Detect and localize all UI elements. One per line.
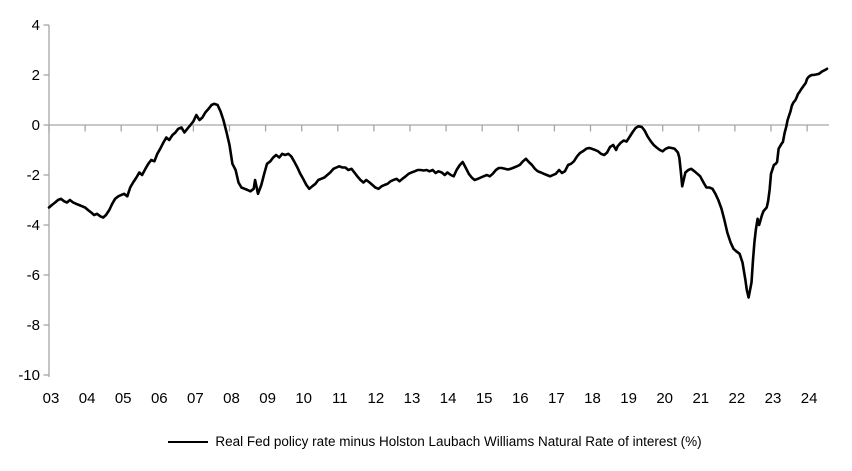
x-tick-labels: 03 04 05 06 07 08 09 10 11 12 13 14 15 16 17 18 19 20 21 22… (43, 390, 818, 407)
x-tick-label: 13 (404, 390, 421, 407)
y-tick-label: 4 (32, 17, 40, 34)
x-tick-label: 18 (584, 390, 601, 407)
x-tick-label: 04 (79, 390, 96, 407)
y-tick-label: 0 (32, 117, 40, 134)
legend-label: Real Fed policy rate minus Holston Lauba… (215, 434, 702, 449)
x-tick-label: 06 (151, 390, 168, 407)
y-tick-label: -8 (27, 317, 40, 334)
y-tick-labels: 4 2 0 -2 -4 -6 -8 -10 (18, 17, 40, 384)
y-tick-label: -2 (27, 167, 40, 184)
x-tick-label: 15 (476, 390, 493, 407)
x-tick-label: 16 (512, 390, 529, 407)
x-tick-label: 08 (223, 390, 240, 407)
axes (43, 24, 829, 377)
x-tick-label: 20 (656, 390, 673, 407)
x-tick-label: 10 (295, 390, 312, 407)
y-tick-label: -6 (27, 267, 40, 284)
x-tick-label: 14 (440, 390, 457, 407)
legend: Real Fed policy rate minus Holston Lauba… (0, 434, 852, 449)
x-tick-label: 11 (332, 390, 348, 407)
x-tick-label: 23 (765, 390, 782, 407)
series-line (47, 67, 829, 299)
x-tick-label: 21 (692, 390, 709, 407)
x-tick-label: 19 (620, 390, 637, 407)
x-tick-label: 17 (548, 390, 565, 407)
x-tick-label: 07 (187, 390, 204, 407)
x-tick-label: 09 (259, 390, 276, 407)
x-tick-label: 24 (801, 390, 818, 407)
legend-line-swatch (168, 440, 209, 443)
x-tick-label: 12 (368, 390, 385, 407)
y-tick-label: -10 (18, 367, 40, 384)
y-tick-label: 2 (32, 67, 40, 84)
x-tick-label: 22 (729, 390, 746, 407)
x-tick-label: 05 (115, 390, 132, 407)
y-tick-label: -4 (27, 217, 40, 234)
x-tick-label: 03 (43, 390, 60, 407)
